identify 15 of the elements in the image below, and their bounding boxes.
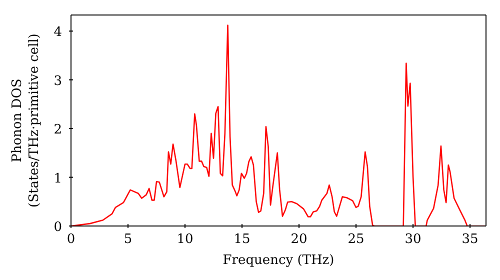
y-tick-label: 2: [54, 122, 62, 138]
x-tick-label: 30: [404, 232, 422, 247]
y-tick-label: 3: [54, 74, 62, 89]
y-tick-label: 1: [54, 171, 62, 186]
x-tick-label: 35: [462, 232, 478, 247]
x-tick-label: 5: [124, 232, 132, 247]
x-axis-title: Frequency (THz): [222, 253, 334, 268]
x-tick-label: 10: [176, 232, 194, 247]
x-tick-label: 15: [234, 232, 250, 247]
y-tick-label: 4: [54, 25, 62, 40]
y-axis-title: Phonon DOS (States/THz·primitive cell): [10, 33, 42, 208]
y-tick-label: 0: [54, 220, 62, 235]
x-tick-label: 25: [348, 232, 364, 247]
x-tick-label: 0: [66, 232, 76, 247]
x-tick-label: 20: [290, 232, 308, 247]
